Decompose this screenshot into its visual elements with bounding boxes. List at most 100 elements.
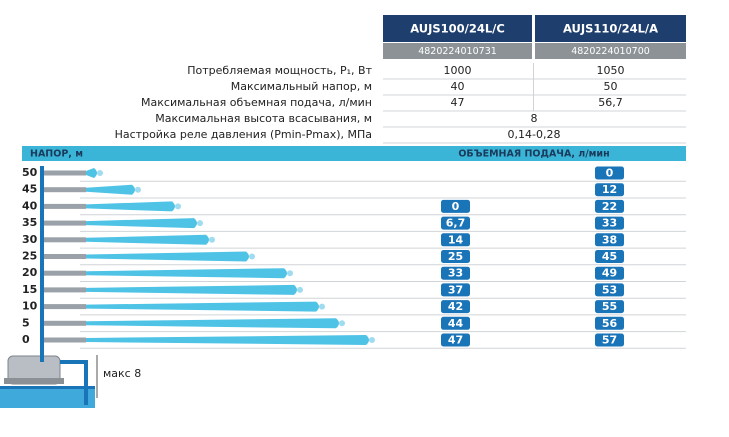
flow-value: 0: [452, 200, 460, 213]
head-value: 15: [22, 283, 37, 296]
head-value: 10: [22, 300, 38, 313]
flow-box: [595, 316, 624, 330]
nozzle: [44, 237, 86, 243]
jet-splash: [369, 337, 375, 343]
table-band: [22, 146, 686, 161]
water: [0, 388, 95, 408]
suction-pipe: [60, 360, 88, 405]
spec-value: 47: [451, 96, 465, 109]
flow-box: [441, 300, 470, 314]
flow-value: 22: [602, 200, 617, 213]
flow-value: 42: [448, 300, 463, 313]
spec-label: Максимальная объемная подача, л/мин: [141, 96, 372, 109]
water-jet: [86, 201, 175, 212]
flow-value: 53: [602, 283, 617, 296]
water-jet: [86, 234, 209, 245]
flow-value: 56: [602, 317, 618, 330]
flow-box: [595, 199, 624, 213]
head-value: 40: [22, 199, 38, 212]
model-code: 4820224010731: [418, 46, 497, 57]
flow-value: 37: [448, 283, 463, 296]
spec-value: 40: [451, 80, 465, 93]
suction-label: макс 8: [103, 367, 141, 380]
jet-splash: [287, 270, 293, 277]
flow-box: [441, 199, 470, 213]
spec-value: 1050: [597, 64, 625, 77]
nozzle: [44, 220, 86, 226]
flow-box: [595, 216, 624, 230]
flow-value: 55: [602, 300, 617, 313]
water-jet: [86, 218, 197, 229]
flow-value: 44: [448, 317, 464, 330]
jet-splash: [339, 320, 345, 327]
flow-value: 47: [448, 334, 463, 347]
water-jet: [86, 268, 287, 279]
flow-box: [441, 233, 470, 247]
water-jet: [86, 284, 297, 295]
spec-value: 0,14-0,28: [508, 128, 561, 141]
flow-value: 25: [448, 250, 463, 263]
spec-label: Максимальная высота всасывания, м: [155, 112, 372, 125]
water-jet: [86, 335, 369, 345]
model-code: 4820224010700: [571, 46, 650, 57]
model-name: AUJS110/24L/A: [563, 22, 658, 36]
flow-value: 33: [602, 217, 617, 230]
flow-box: [441, 216, 470, 230]
head-value: 0: [22, 333, 30, 346]
flow-box: [595, 333, 624, 347]
flow-box: [441, 266, 470, 280]
jet-splash: [249, 253, 255, 260]
spec-label: Настройка реле давления (Pmin-Pmax), МПа: [115, 128, 372, 141]
flow-value: 6,7: [446, 217, 466, 230]
water-jet: [86, 318, 339, 329]
head-value: 30: [22, 233, 38, 246]
flow-box: [595, 266, 624, 280]
head-value: 5: [22, 316, 30, 329]
flow-box: [595, 283, 624, 297]
water-jet: [86, 251, 249, 262]
water-jet: [86, 301, 319, 312]
jet-splash: [97, 170, 103, 176]
head-value: 45: [22, 183, 37, 196]
water-jet: [86, 184, 135, 195]
jet-splash: [135, 186, 141, 193]
nozzle: [44, 304, 86, 310]
spec-label: Потребляемая мощность, P₁, Вт: [187, 64, 372, 77]
head-value: 20: [22, 266, 38, 279]
flow-box: [595, 183, 624, 197]
jet-splash: [297, 286, 303, 293]
flow-value: 14: [448, 233, 464, 246]
flow-box: [441, 283, 470, 297]
nozzle: [44, 270, 86, 276]
nozzle: [44, 320, 86, 326]
model-header: [383, 15, 532, 42]
flow-box: [595, 233, 624, 247]
jet-splash: [209, 236, 215, 243]
flow-value: 33: [448, 267, 463, 280]
flow-value: 12: [602, 183, 617, 196]
nozzle: [44, 170, 86, 176]
flow-value: 38: [602, 233, 617, 246]
head-value: 35: [22, 216, 37, 229]
head-label: НАПОР, м: [30, 149, 83, 160]
pump-base: [4, 378, 64, 384]
flow-value: 49: [602, 267, 617, 280]
flow-box: [441, 333, 470, 347]
jet-splash: [175, 203, 181, 210]
nozzle: [44, 187, 86, 193]
flow-box: [441, 316, 470, 330]
model-header: [535, 15, 686, 42]
nozzle: [44, 254, 86, 259]
head-value: 25: [22, 250, 37, 263]
head-value: 50: [22, 166, 38, 179]
flow-value: 45: [602, 250, 617, 263]
nozzle: [44, 337, 86, 343]
code-cell: [535, 43, 686, 59]
jet-splash: [319, 303, 325, 310]
flow-box: [595, 250, 624, 263]
flow-box: [595, 166, 624, 180]
water-surface: [0, 386, 95, 389]
jet-splash: [197, 220, 203, 227]
nozzle: [44, 287, 86, 293]
